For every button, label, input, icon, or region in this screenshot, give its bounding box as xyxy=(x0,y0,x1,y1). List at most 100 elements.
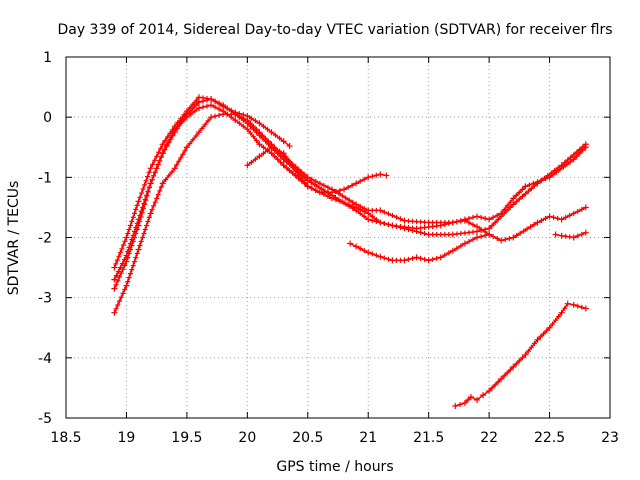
data-point xyxy=(268,150,275,157)
sample-marker xyxy=(504,207,510,213)
sample-marker xyxy=(278,159,284,165)
data-point xyxy=(474,223,481,230)
series-sat-h xyxy=(452,300,589,409)
data-point xyxy=(461,217,468,224)
sample-marker xyxy=(531,183,537,189)
data-point xyxy=(244,162,251,169)
sample-marker xyxy=(350,199,356,205)
sample-marker xyxy=(357,203,363,209)
sample-marker xyxy=(162,147,168,153)
sample-marker xyxy=(117,298,122,304)
sample-marker xyxy=(240,123,246,129)
data-point xyxy=(183,111,190,118)
sample-marker xyxy=(325,184,331,190)
sample-marker xyxy=(126,275,132,281)
sample-marker xyxy=(501,373,507,379)
data-point xyxy=(377,171,384,178)
sample-marker xyxy=(272,153,277,159)
sample-marker xyxy=(504,370,510,376)
sample-marker xyxy=(122,287,128,292)
data-point xyxy=(522,183,529,190)
sample-marker xyxy=(115,302,121,308)
sample-marker xyxy=(579,304,585,310)
sample-marker xyxy=(149,207,155,213)
sample-marker xyxy=(575,303,581,309)
sample-marker xyxy=(574,149,580,155)
sample-marker xyxy=(146,214,152,220)
data-point xyxy=(486,387,493,394)
sample-marker xyxy=(504,203,510,209)
data-point xyxy=(365,249,372,256)
sample-marker xyxy=(174,126,180,132)
sample-marker xyxy=(343,195,349,201)
data-point xyxy=(111,264,118,271)
sample-marker xyxy=(154,195,160,201)
sample-marker xyxy=(273,146,278,152)
sample-marker xyxy=(113,306,119,312)
sample-marker xyxy=(531,341,537,346)
sample-marker xyxy=(339,193,345,199)
x-tick-label: 19.5 xyxy=(171,430,202,446)
sample-marker xyxy=(513,199,519,205)
sample-marker xyxy=(177,122,183,128)
sample-marker xyxy=(393,214,399,220)
data-point xyxy=(195,129,202,136)
data-point xyxy=(498,237,505,244)
sample-marker xyxy=(567,159,573,165)
sample-marker xyxy=(261,123,266,129)
sample-marker xyxy=(458,243,464,249)
sample-marker xyxy=(190,137,196,143)
data-point xyxy=(147,210,154,217)
sample-marker xyxy=(543,176,548,182)
sample-marker xyxy=(567,212,573,218)
sample-marker xyxy=(538,334,543,340)
sample-marker xyxy=(163,177,169,183)
data-point xyxy=(244,117,251,124)
sample-marker xyxy=(193,133,199,139)
data-point xyxy=(437,254,444,261)
sample-marker xyxy=(466,215,472,221)
sample-marker xyxy=(555,215,561,221)
sample-marker xyxy=(130,233,136,238)
sample-marker xyxy=(492,382,498,388)
x-tick-label: 20.5 xyxy=(292,430,323,446)
sample-marker xyxy=(144,223,150,228)
sample-marker xyxy=(240,115,246,121)
sample-marker xyxy=(346,197,352,203)
sample-marker xyxy=(126,245,132,250)
sample-marker xyxy=(200,104,206,110)
sample-marker xyxy=(122,238,128,244)
sample-marker xyxy=(321,182,327,188)
data-point xyxy=(123,234,130,241)
y-tick-label: 1 xyxy=(43,50,52,66)
data-point xyxy=(353,243,360,250)
sample-marker xyxy=(129,267,135,273)
sample-marker xyxy=(199,125,205,131)
sample-marker xyxy=(336,197,342,203)
sample-marker xyxy=(125,279,131,285)
sample-marker xyxy=(568,154,574,160)
sample-marker xyxy=(143,178,149,184)
sample-marker xyxy=(248,159,254,165)
sample-marker xyxy=(288,161,294,167)
sample-marker xyxy=(361,248,367,253)
y-tick-label: -1 xyxy=(38,170,52,186)
sample-marker xyxy=(296,166,302,172)
data-point xyxy=(486,216,493,223)
sample-marker xyxy=(133,206,139,212)
sample-marker xyxy=(137,243,143,248)
data-point xyxy=(558,232,565,239)
sample-marker xyxy=(145,188,151,194)
sample-marker xyxy=(120,290,126,296)
data-point xyxy=(171,129,178,136)
sample-marker xyxy=(261,150,266,156)
sample-marker xyxy=(513,361,519,367)
sample-marker xyxy=(535,179,540,185)
sample-marker xyxy=(410,225,415,231)
sample-marker xyxy=(446,250,452,256)
sample-marker xyxy=(133,225,139,230)
sample-marker xyxy=(200,98,206,104)
sample-marker xyxy=(277,148,283,154)
sample-marker xyxy=(567,234,573,240)
sample-marker xyxy=(145,174,151,180)
